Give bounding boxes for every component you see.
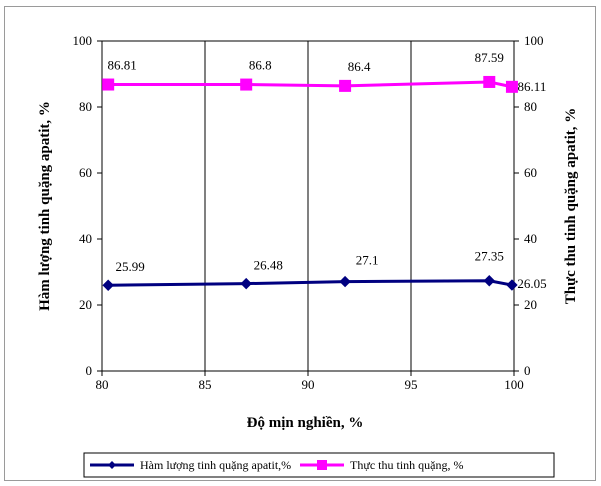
legend-marker	[317, 460, 327, 470]
data-point	[339, 79, 352, 92]
data-label: 87.59	[475, 50, 504, 65]
x-tick-label: 90	[302, 377, 315, 392]
x-tick-label: 80	[96, 377, 109, 392]
series-layer: 25.99 26.48 27.1 27.35 26.05 86.81 86.8 86.4 87.…	[102, 50, 547, 291]
data-label: 27.35	[475, 249, 504, 264]
y-tick-label-left: 40	[79, 231, 92, 246]
y-tick-label-right: 0	[524, 363, 531, 378]
legend: Hàm lượng tinh quặng apatit,% Thực thu ti…	[90, 458, 463, 472]
y-axis-title-right: Thực thu tinh quặng apatit, %	[563, 108, 579, 305]
y-tick-label-right: 100	[524, 33, 544, 48]
x-tick-label: 95	[405, 377, 418, 392]
series-line	[108, 80, 513, 89]
y-tick-label-right: 20	[524, 297, 537, 312]
y-tick-label-right: 80	[524, 99, 537, 114]
y-tick-label-right: 60	[524, 165, 537, 180]
x-tick-label: 85	[199, 377, 212, 392]
y-axis-title-left: Hàm lượng tinh quặng apatit, %	[37, 101, 53, 311]
data-label: 27.1	[356, 253, 379, 268]
data-point	[102, 279, 114, 291]
data-label: 25.99	[116, 259, 145, 274]
data-label: 26.48	[254, 258, 283, 273]
y-tick-label-left: 80	[79, 99, 92, 114]
grid-lines	[204, 41, 412, 371]
data-label: 86.81	[108, 58, 137, 73]
y-tick-label-left: 0	[86, 363, 93, 378]
legend-label: Hàm lượng tinh quặng apatit,%	[140, 458, 291, 472]
series-line	[108, 279, 513, 287]
data-point	[240, 277, 252, 290]
x-tick-label: 100	[504, 377, 524, 392]
data-label: 86.4	[348, 59, 371, 74]
data-point	[506, 279, 518, 291]
y-tick-label-left: 60	[79, 165, 92, 180]
data-label: 26.05	[517, 276, 546, 291]
y-tick-label-left: 20	[79, 297, 92, 312]
data-label: 86.11	[518, 79, 547, 94]
data-point	[339, 275, 351, 288]
data-point	[102, 78, 115, 91]
data-point	[505, 80, 518, 93]
data-label: 86.8	[249, 58, 272, 73]
x-axis-title: Độ mịn nghiền, %	[247, 415, 364, 431]
legend-label: Thực thu tinh quặng, %	[350, 458, 463, 472]
legend-marker	[108, 461, 116, 469]
data-point	[483, 275, 495, 287]
y-tick-label-right: 40	[524, 231, 537, 246]
data-point	[240, 78, 253, 91]
y-tick-label-left: 100	[73, 33, 93, 48]
data-point	[483, 75, 496, 88]
